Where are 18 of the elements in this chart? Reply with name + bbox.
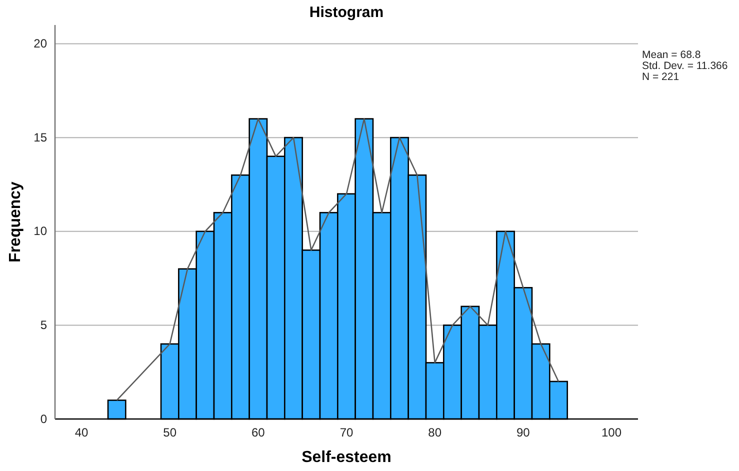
y-tick-label: 10 (34, 224, 48, 238)
x-tick-label: 60 (251, 426, 266, 440)
text: Mean = 68.8 (642, 49, 701, 61)
x-axis-title: Self-esteem (302, 449, 392, 466)
y-tick-label: 15 (34, 130, 48, 144)
y-axis-title: Frequency (7, 181, 24, 262)
x-tick-label: 40 (74, 426, 88, 440)
chart-title: Histogram (309, 4, 384, 21)
x-tick-label: 80 (428, 426, 442, 440)
text: N = 221 (642, 71, 680, 83)
x-tick-label: 100 (601, 426, 622, 440)
x-tick-label: 90 (516, 426, 530, 440)
y-tick-label: 0 (40, 412, 48, 426)
x-tick-label: 50 (163, 426, 177, 440)
y-tick-label: 20 (34, 36, 48, 51)
text: Std. Dev. = 11.366 (642, 60, 728, 72)
y-tick-label: 5 (40, 318, 48, 332)
x-tick-label: 70 (340, 426, 354, 440)
